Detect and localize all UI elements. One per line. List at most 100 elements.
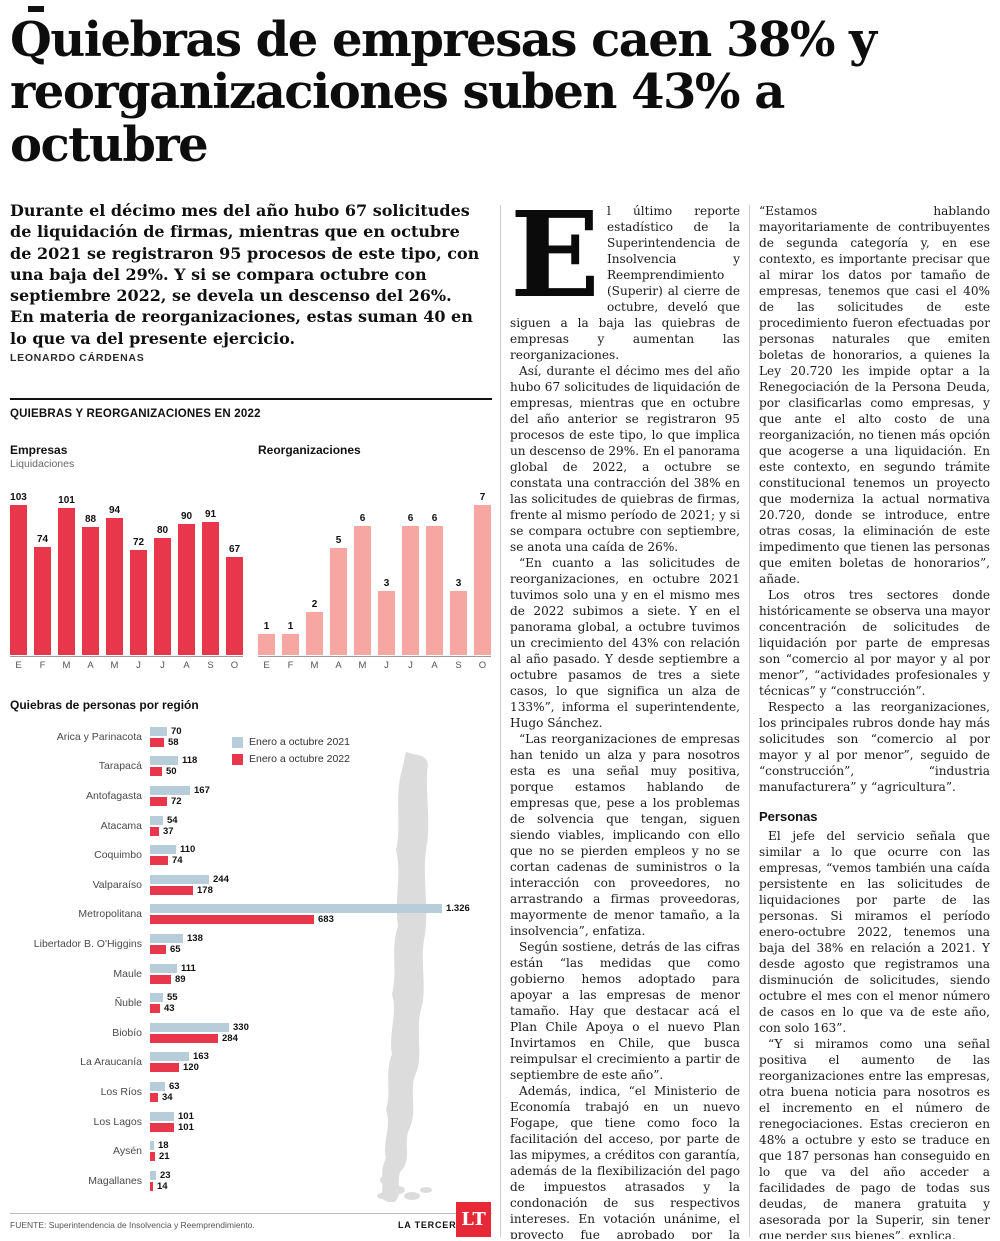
bar-2021	[150, 785, 190, 795]
bar-column: 7	[474, 492, 491, 655]
bar-2022	[150, 944, 166, 954]
column-divider	[749, 205, 750, 1237]
article-paragraph: “Las reorganizaciones de empresas han te…	[510, 732, 740, 938]
bar-2021	[150, 1022, 229, 1032]
month-label: E	[15, 660, 22, 671]
reorganizaciones-bars: 1 1 2 5 6 3 6 6 3 7	[258, 485, 498, 655]
region-bar-line: 70	[150, 726, 182, 737]
region-bar-line: 18	[150, 1140, 170, 1151]
region-bar-line: 163	[150, 1051, 209, 1062]
chart-reorganizaciones-header: Reorganizaciones	[258, 443, 361, 457]
month-label: A	[335, 660, 342, 671]
region-bar-line: 138	[150, 933, 203, 944]
month-label: A	[87, 660, 94, 671]
bar-value-label: 23	[160, 1169, 171, 1181]
region-row: Antofagasta 167 72	[10, 781, 492, 811]
bar-value-label: 101	[178, 1121, 194, 1133]
region-bar-line: 244	[150, 873, 229, 885]
bar-2021	[150, 1111, 174, 1121]
chart-empresas: 103 74 101 88 94 72 80 90 91 67 E F M A M J J A S O	[10, 485, 250, 671]
region-bar-line: 14	[150, 1180, 171, 1192]
month-label: F	[287, 660, 294, 671]
month-label: M	[62, 660, 71, 671]
bar-value-label: 111	[181, 962, 196, 974]
bar-2022	[150, 1063, 179, 1073]
region-bars: 167 72	[150, 785, 210, 807]
region-bar-line: 284	[150, 1033, 249, 1044]
bar-2022	[150, 826, 159, 836]
article-paragraph: “Y si miramos como una señal positiva el…	[759, 1037, 990, 1239]
month-label: J	[136, 660, 141, 671]
region-bars: 163 120	[150, 1051, 209, 1073]
region-label: Los Ríos	[100, 1085, 142, 1098]
region-bars: 138 65	[150, 933, 203, 955]
bar-column: 2	[306, 599, 323, 655]
article-paragraph: “Estamos hablando mayoritariamente de co…	[759, 204, 990, 586]
month-label: A	[183, 660, 190, 671]
regions-rows: Arica y Parinacota 70 58 Tarapacá 118 50 Antof…	[10, 722, 492, 1196]
la-tercera-logo: LT	[456, 1202, 491, 1237]
bar	[282, 634, 299, 655]
region-bar-line: 89	[150, 973, 196, 985]
bar-value-label: 34	[162, 1091, 173, 1103]
chart-regiones-title: Quiebras de personas por región	[10, 698, 199, 712]
legend-item: Enero a octubre 2021	[232, 736, 350, 748]
bar	[474, 505, 491, 655]
bar-column: 3	[450, 578, 467, 655]
article-paragraph: Además, indica, “el Ministerio de Econom…	[510, 1084, 740, 1239]
bar	[154, 538, 171, 655]
region-bar-line: 120	[150, 1062, 209, 1073]
bar-column: 91	[202, 509, 219, 655]
region-row: Valparaíso 244 178	[10, 870, 492, 900]
month-label: F	[39, 660, 46, 671]
empresas-bars: 103 74 101 88 94 72 80 90 91 67	[10, 485, 250, 655]
bar-value-label: 21	[159, 1151, 170, 1163]
bar-value-label: 43	[164, 1003, 175, 1015]
bar-column: 103	[10, 492, 27, 655]
region-label: Coquimbo	[94, 849, 142, 862]
bar	[258, 634, 275, 655]
region-bars: 18 21	[150, 1140, 170, 1162]
bar-value-label: 110	[180, 844, 196, 856]
bar	[178, 524, 195, 655]
print-mark	[28, 6, 44, 12]
drop-cap: E	[510, 203, 600, 324]
bar	[202, 522, 219, 655]
bar-2022	[150, 737, 164, 747]
brand-name: LA TERCERA	[398, 1220, 464, 1230]
bar-2022	[150, 1181, 153, 1191]
region-bars: 244 178	[150, 874, 229, 896]
chart-empresas-subtitle: Liquidaciones	[10, 458, 75, 470]
region-label: Biobío	[112, 1026, 142, 1039]
bar-value-label: 2	[311, 599, 318, 610]
bar-value-label: 88	[84, 514, 97, 525]
bar-value-label: 14	[157, 1180, 168, 1192]
column-divider	[500, 205, 501, 1237]
region-bar-line: 58	[150, 737, 182, 748]
infographic-section-title: QUIEBRAS Y REORGANIZACIONES EN 2022	[10, 398, 492, 420]
legend-label: Enero a octubre 2022	[249, 753, 350, 765]
bar-value-label: 89	[175, 973, 186, 985]
bar-2022	[150, 1033, 218, 1043]
byline: LEONARDO CÁRDENAS	[10, 352, 145, 364]
bar-value-label: 6	[359, 513, 366, 524]
bar-column: 3	[378, 578, 395, 655]
month-label: O	[230, 660, 239, 671]
region-bars: 330 284	[150, 1022, 249, 1044]
bar-value-label: 74	[172, 855, 183, 867]
bar-column: 80	[154, 525, 171, 655]
bar-value-label: 244	[213, 873, 229, 885]
bar-2022	[150, 856, 168, 866]
month-label: J	[384, 660, 389, 671]
region-bar-line: 65	[150, 944, 203, 955]
bar-value-label: 7	[479, 492, 486, 503]
bar-value-label: 91	[204, 509, 217, 520]
region-label: Maule	[113, 967, 142, 980]
bar-2021	[150, 726, 167, 736]
chile-map-silhouette	[377, 752, 432, 1202]
bar-2021	[150, 933, 183, 943]
bar	[330, 548, 347, 655]
